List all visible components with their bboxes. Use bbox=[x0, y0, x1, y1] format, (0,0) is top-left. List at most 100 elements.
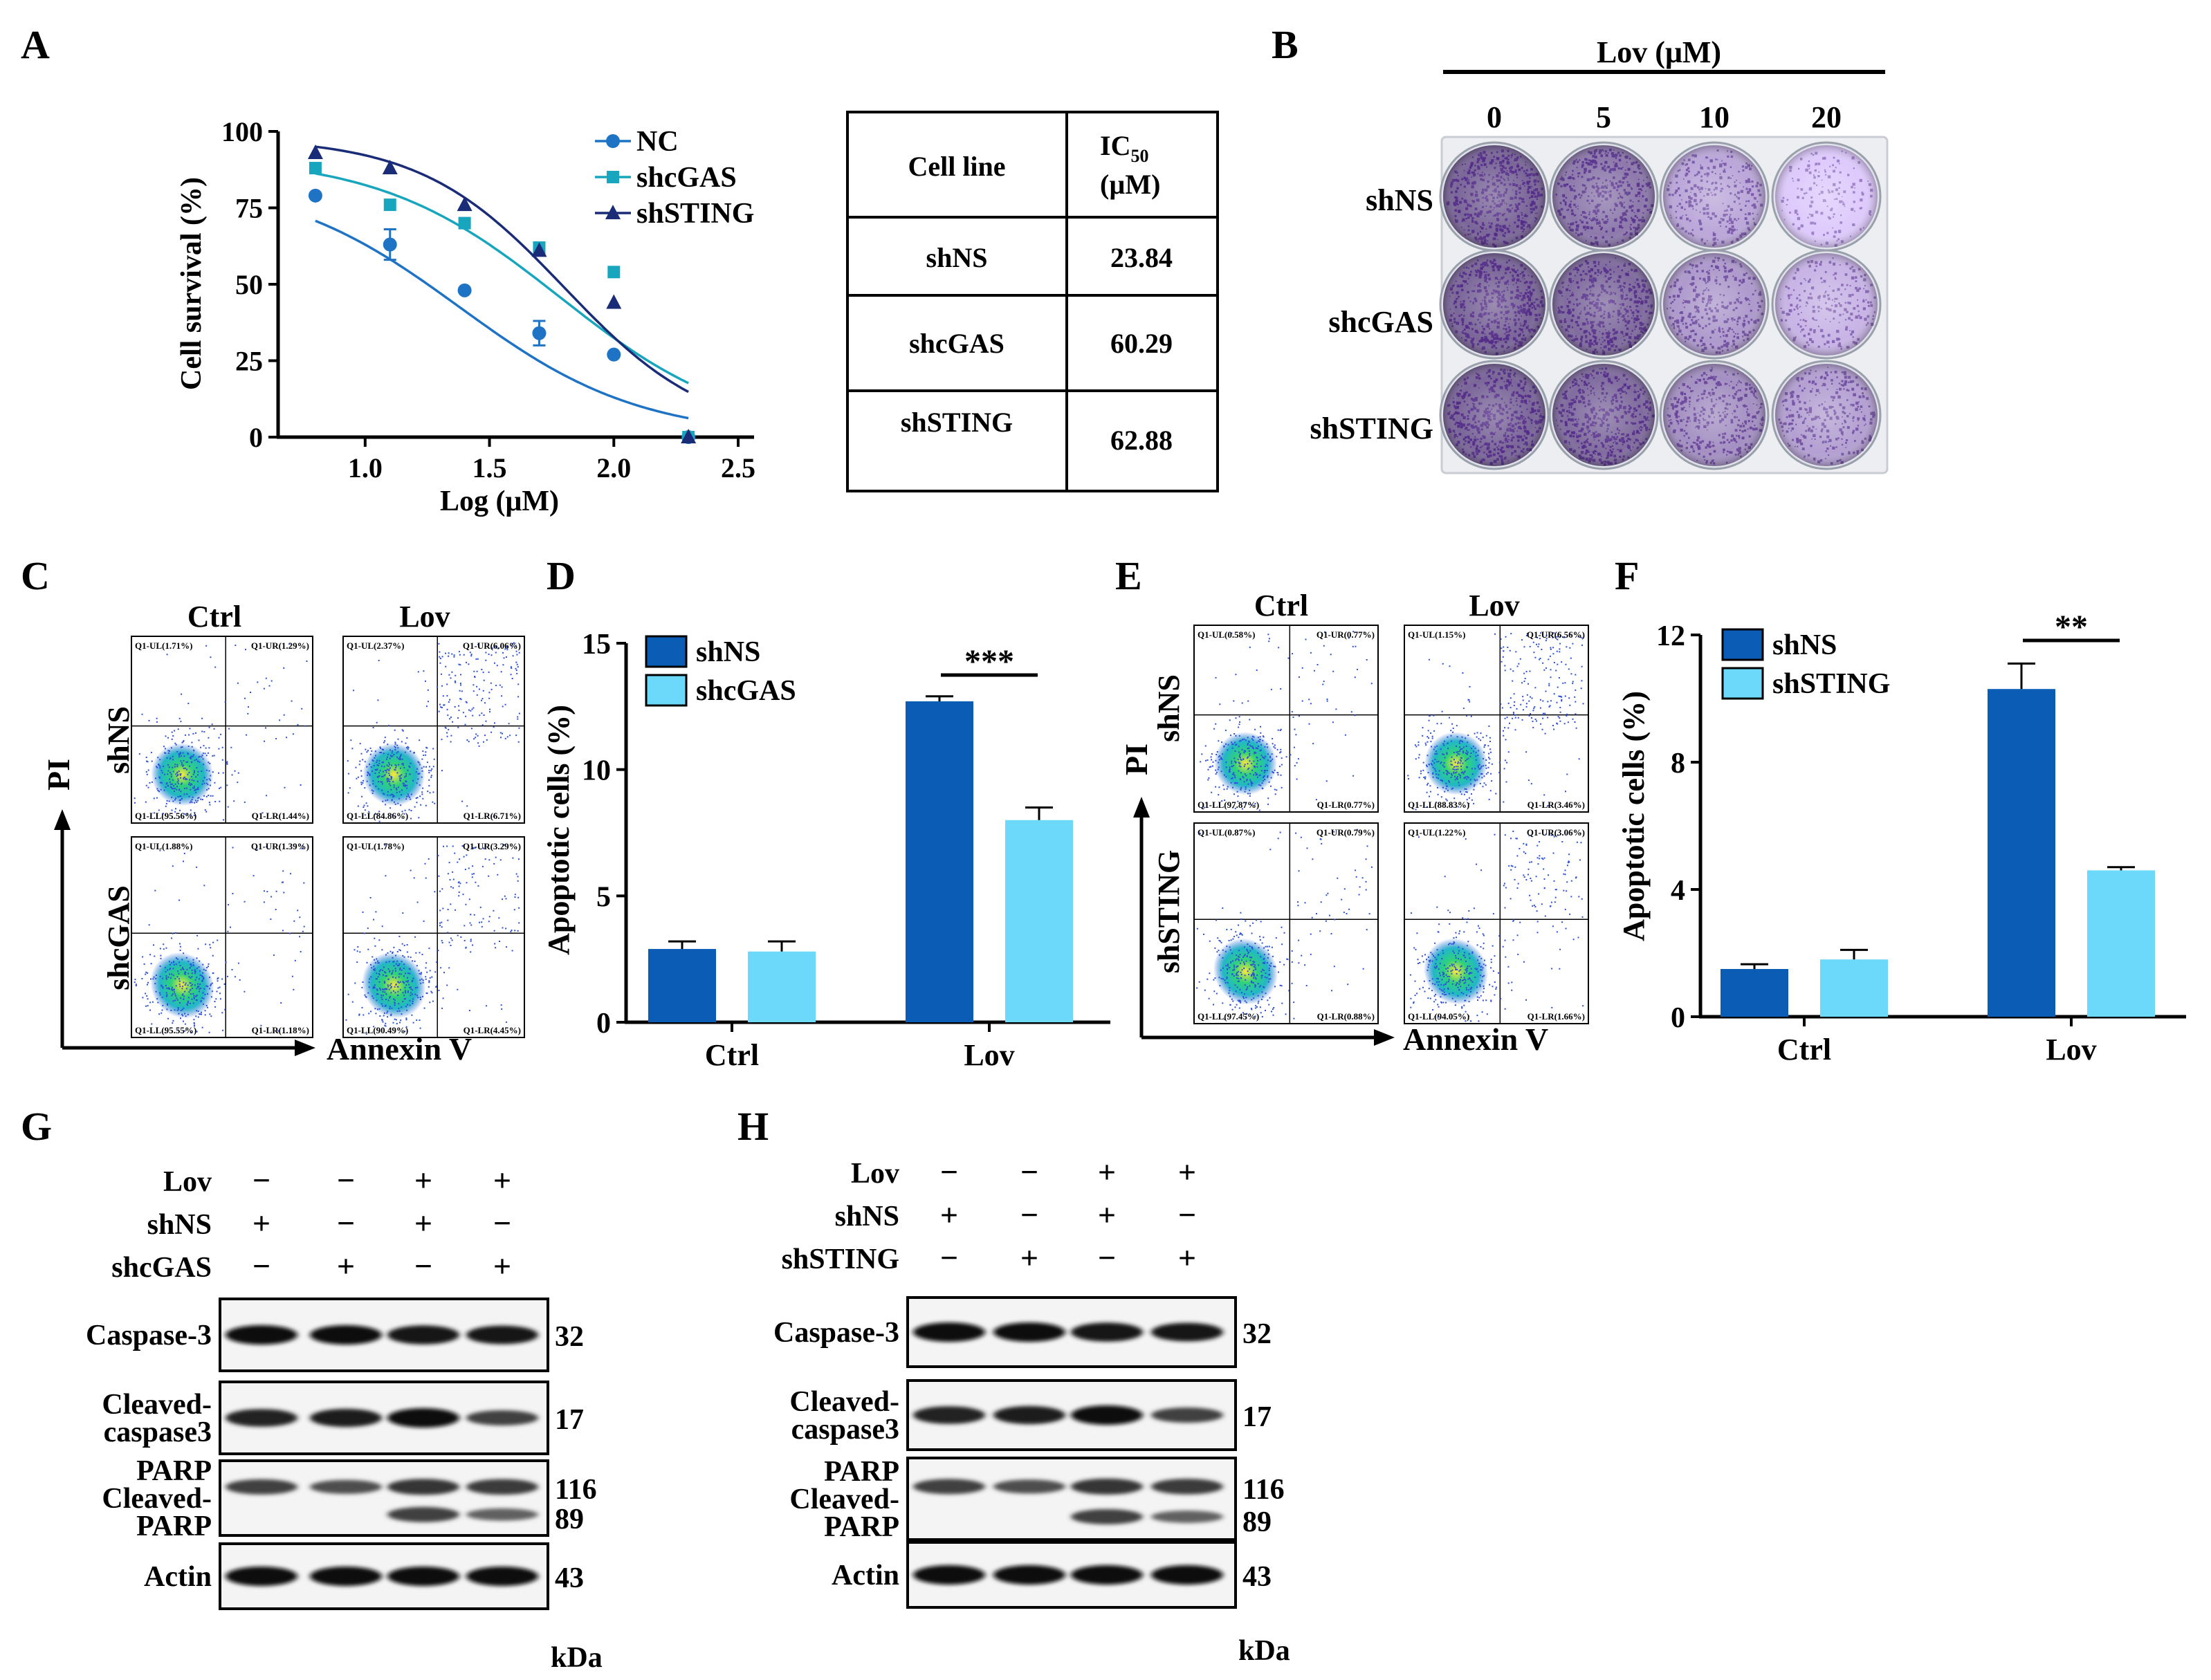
wb-condition-sign: + bbox=[1098, 1197, 1116, 1233]
legend-label: shNS bbox=[696, 636, 760, 668]
e-col-label: Ctrl bbox=[1254, 589, 1308, 622]
panel-label-a: A bbox=[21, 22, 50, 67]
b-dose-label: 5 bbox=[1596, 100, 1611, 134]
a-y-tick-label: 25 bbox=[235, 346, 263, 377]
bar-y-tick-label: 5 bbox=[596, 881, 611, 913]
flow-quadrant-ul: Q1-UL(0.58%) bbox=[1198, 629, 1255, 640]
ic50-row-value: 62.88 bbox=[1110, 425, 1173, 456]
wb-band bbox=[1071, 1508, 1143, 1524]
a-point-shSTING bbox=[606, 294, 622, 309]
ic50-table-border bbox=[846, 111, 1219, 492]
panel-label-e: E bbox=[1115, 553, 1142, 598]
wb-condition-sign: + bbox=[1098, 1154, 1116, 1190]
a-point-shcGAS bbox=[383, 199, 396, 212]
flow-quadrant-ur: Q1-UR(0.79%) bbox=[1316, 827, 1375, 838]
wb-condition-sign: − bbox=[1020, 1154, 1038, 1190]
e-row-label: shSTING bbox=[1152, 850, 1186, 974]
wb-condition-sign: + bbox=[253, 1206, 270, 1241]
panel-d-bar-chart: 0 5 10 15 Ctrl Lov *** Apoptotic cells (%) shN… bbox=[542, 629, 1110, 1072]
panel-label-f: F bbox=[1615, 553, 1639, 598]
flow-quadrant-ll: Q1-LL(97.87%) bbox=[1198, 800, 1259, 810]
a-point-NC bbox=[532, 326, 547, 340]
bar-shSTING-Lov bbox=[2087, 870, 2155, 1017]
wb-band bbox=[310, 1479, 382, 1494]
a-x-tick-label: 2.0 bbox=[596, 452, 631, 483]
a-legend: NC shcGAS shSTING bbox=[595, 126, 754, 230]
a-legend-marker bbox=[605, 205, 621, 219]
wb-protein-label: Cleaved- bbox=[789, 1484, 899, 1515]
wb-kda-value: 32 bbox=[555, 1321, 584, 1353]
wb-condition-sign: − bbox=[1020, 1197, 1038, 1233]
b-well-shading bbox=[1663, 364, 1765, 466]
flow-density-core bbox=[1214, 732, 1277, 795]
wb-band bbox=[993, 1405, 1065, 1425]
flow-quadrant-ur: Q1-UR(0.77%) bbox=[1316, 629, 1375, 640]
b-well-shading bbox=[1443, 364, 1545, 466]
wb-kda-value: 17 bbox=[1242, 1401, 1272, 1433]
flow-quadrant-ul: Q1-UL(1.22%) bbox=[1408, 827, 1465, 838]
flow-events bbox=[134, 643, 308, 821]
flow-quadrant-ur: Q1-UR(1.29%) bbox=[251, 640, 309, 651]
wb-band bbox=[1151, 1407, 1223, 1423]
wb-protein-label: Actin bbox=[144, 1561, 212, 1593]
wb-band bbox=[1151, 1565, 1223, 1585]
a-point-shSTING bbox=[307, 144, 323, 159]
wb-band bbox=[1151, 1322, 1223, 1342]
wb-protein-label: PARP bbox=[136, 1511, 212, 1542]
flow-quadrant-ur: Q1-UR(6.56%) bbox=[1527, 629, 1585, 640]
legend-label: shSTING bbox=[1772, 668, 1890, 700]
wb-condition-sign: − bbox=[1098, 1240, 1116, 1275]
flow-quadrant-ul: Q1-UL(1.15%) bbox=[1408, 629, 1465, 640]
bar-y-tick-label: 4 bbox=[1671, 875, 1685, 907]
wb-kda-unit: kDa bbox=[551, 1642, 603, 1674]
bar-x-tick-label: Lov bbox=[2046, 1033, 2096, 1067]
c-row-label: shcGAS bbox=[102, 885, 136, 990]
wb-condition-sign: − bbox=[337, 1163, 355, 1198]
bar-shNS-Ctrl bbox=[648, 949, 716, 1022]
wb-band bbox=[913, 1322, 985, 1342]
ic50-header-unit: (µM) bbox=[1100, 169, 1160, 200]
flow-plot-frame bbox=[342, 836, 525, 1038]
wb-protein-label: Cleaved- bbox=[102, 1389, 212, 1421]
flow-quadrant-ul: Q1-UL(1.71%) bbox=[135, 640, 192, 651]
flow-plot-frame bbox=[1404, 625, 1589, 813]
wb-kda-value: 43 bbox=[1242, 1561, 1272, 1593]
wb-band bbox=[226, 1325, 297, 1345]
a-legend-marker bbox=[606, 134, 620, 148]
flow-quadrant-ll: Q1-LL(95.56%) bbox=[135, 811, 196, 821]
wb-condition-sign: + bbox=[414, 1206, 432, 1241]
legend-swatch-shcGAS bbox=[645, 674, 688, 707]
a-point-shSTING bbox=[457, 196, 473, 212]
b-well-shading bbox=[1552, 253, 1655, 356]
wb-condition-sign: − bbox=[414, 1248, 432, 1284]
wb-band bbox=[913, 1479, 985, 1495]
wb-condition-sign: − bbox=[940, 1240, 958, 1275]
b-well-shading bbox=[1663, 145, 1765, 248]
ic50-row-value: 60.29 bbox=[1110, 328, 1173, 359]
b-row-label: shcGAS bbox=[1328, 305, 1433, 339]
a-point-NC bbox=[308, 188, 322, 203]
wb-band bbox=[226, 1409, 297, 1427]
bar-shSTING-Ctrl bbox=[1820, 959, 1888, 1017]
wb-condition-sign: + bbox=[1178, 1154, 1196, 1190]
wb-condition-sign: + bbox=[337, 1248, 355, 1284]
wb-kda-value: 43 bbox=[555, 1562, 584, 1594]
b-well-shading bbox=[1775, 145, 1878, 248]
wb-band bbox=[466, 1410, 538, 1425]
significance-label: ** bbox=[2055, 609, 2088, 645]
wb-band bbox=[310, 1325, 382, 1345]
legend-label: shcGAS bbox=[696, 675, 796, 707]
wb-band bbox=[1071, 1405, 1143, 1425]
e-annexin-arrowhead bbox=[1374, 1029, 1395, 1046]
flow-quadrant-lr: Q1-LR(0.77%) bbox=[1317, 800, 1375, 810]
flow-quadrant-ll: Q1-LL(90.49%) bbox=[347, 1025, 408, 1035]
a-y-tick-label: 75 bbox=[235, 193, 263, 224]
panel-label-h: H bbox=[737, 1104, 769, 1149]
wb-condition-sign: + bbox=[1178, 1240, 1196, 1275]
b-well-shading bbox=[1775, 253, 1878, 356]
panel-g-western-blot: Lov − − + + shNS + − + − shcGAS − + − + Caspase-3 32 Clea… bbox=[86, 1163, 603, 1674]
bar-y-tick-label: 12 bbox=[1656, 620, 1685, 652]
wb-condition-sign: + bbox=[414, 1163, 432, 1198]
